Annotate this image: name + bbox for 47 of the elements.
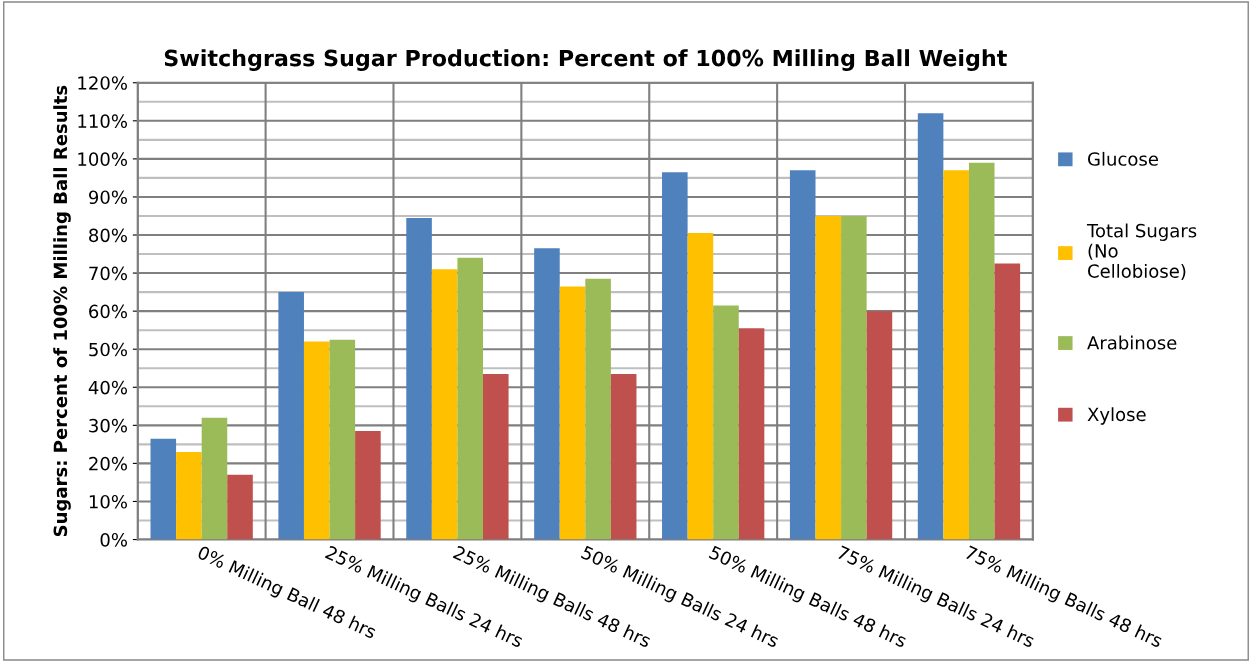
bar <box>483 373 509 540</box>
y-tick-label: 0% <box>100 532 127 547</box>
bar <box>943 170 969 540</box>
bar <box>534 248 560 540</box>
bar <box>815 215 842 540</box>
y-tick-label: 30% <box>89 418 127 433</box>
bar <box>994 263 1021 540</box>
bar <box>150 438 177 540</box>
bar <box>303 341 330 540</box>
legend-label: Glucose <box>1088 151 1158 166</box>
y-tick-label: 60% <box>89 304 127 319</box>
legend-label: Xylose <box>1087 407 1146 425</box>
y-tick-label: 90% <box>89 190 127 205</box>
y-tick-label: 70% <box>89 266 127 281</box>
bar <box>201 417 228 540</box>
bar <box>841 215 867 540</box>
bar <box>431 269 458 540</box>
legend-label: Total Sugars (No Cellobiose) <box>1086 223 1197 281</box>
bar <box>713 305 739 540</box>
bar <box>355 431 381 540</box>
bar <box>662 172 688 540</box>
bar <box>176 451 202 540</box>
bar <box>866 311 893 540</box>
bar <box>559 286 586 540</box>
y-axis-title: Sugars: Percent of 100% Milling Ball Results <box>53 85 71 537</box>
bar <box>457 257 483 540</box>
y-tick-label: 80% <box>89 228 127 243</box>
bar <box>329 339 356 540</box>
bar <box>917 113 944 540</box>
y-tick-label: 20% <box>89 456 127 471</box>
bar <box>406 217 432 540</box>
chart-title: Switchgrass Sugar Production: Percent of 100% Milling Ball Weight <box>164 49 1007 71</box>
bar <box>738 328 765 540</box>
bar <box>278 292 304 540</box>
y-tick-label: 50% <box>89 342 127 357</box>
bar <box>585 278 611 540</box>
bar <box>968 162 995 540</box>
y-tick-label: 100% <box>78 152 127 166</box>
y-tick-label: 120% <box>78 76 127 90</box>
y-tick-label: 10% <box>89 494 127 509</box>
bar <box>687 233 714 540</box>
bar <box>789 170 816 540</box>
bar <box>227 474 253 540</box>
y-tick-label: 40% <box>88 380 127 395</box>
bar <box>610 373 637 540</box>
legend-label: Arabinose <box>1087 335 1177 350</box>
y-tick-label: 110% <box>78 114 127 128</box>
